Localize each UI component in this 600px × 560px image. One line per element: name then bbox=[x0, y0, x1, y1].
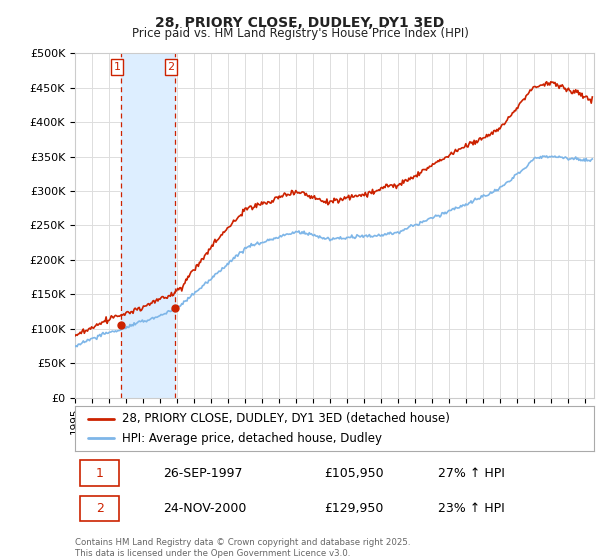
Text: 26-SEP-1997: 26-SEP-1997 bbox=[163, 466, 243, 480]
Text: 2: 2 bbox=[167, 62, 175, 72]
Bar bbox=[121, 53, 175, 398]
Text: 23% ↑ HPI: 23% ↑ HPI bbox=[438, 502, 505, 515]
Text: Price paid vs. HM Land Registry's House Price Index (HPI): Price paid vs. HM Land Registry's House … bbox=[131, 27, 469, 40]
Text: 24-NOV-2000: 24-NOV-2000 bbox=[163, 502, 247, 515]
Text: 28, PRIORY CLOSE, DUDLEY, DY1 3ED: 28, PRIORY CLOSE, DUDLEY, DY1 3ED bbox=[155, 16, 445, 30]
Text: 28, PRIORY CLOSE, DUDLEY, DY1 3ED (detached house): 28, PRIORY CLOSE, DUDLEY, DY1 3ED (detac… bbox=[122, 412, 449, 425]
Text: HPI: Average price, detached house, Dudley: HPI: Average price, detached house, Dudl… bbox=[122, 432, 382, 445]
Text: Contains HM Land Registry data © Crown copyright and database right 2025.
This d: Contains HM Land Registry data © Crown c… bbox=[75, 538, 410, 558]
Text: £105,950: £105,950 bbox=[324, 466, 384, 480]
Text: 1: 1 bbox=[96, 466, 104, 480]
Text: 2: 2 bbox=[96, 502, 104, 515]
FancyBboxPatch shape bbox=[80, 496, 119, 521]
FancyBboxPatch shape bbox=[80, 460, 119, 486]
Text: 1: 1 bbox=[114, 62, 121, 72]
Text: £129,950: £129,950 bbox=[324, 502, 383, 515]
Text: 27% ↑ HPI: 27% ↑ HPI bbox=[438, 466, 505, 480]
